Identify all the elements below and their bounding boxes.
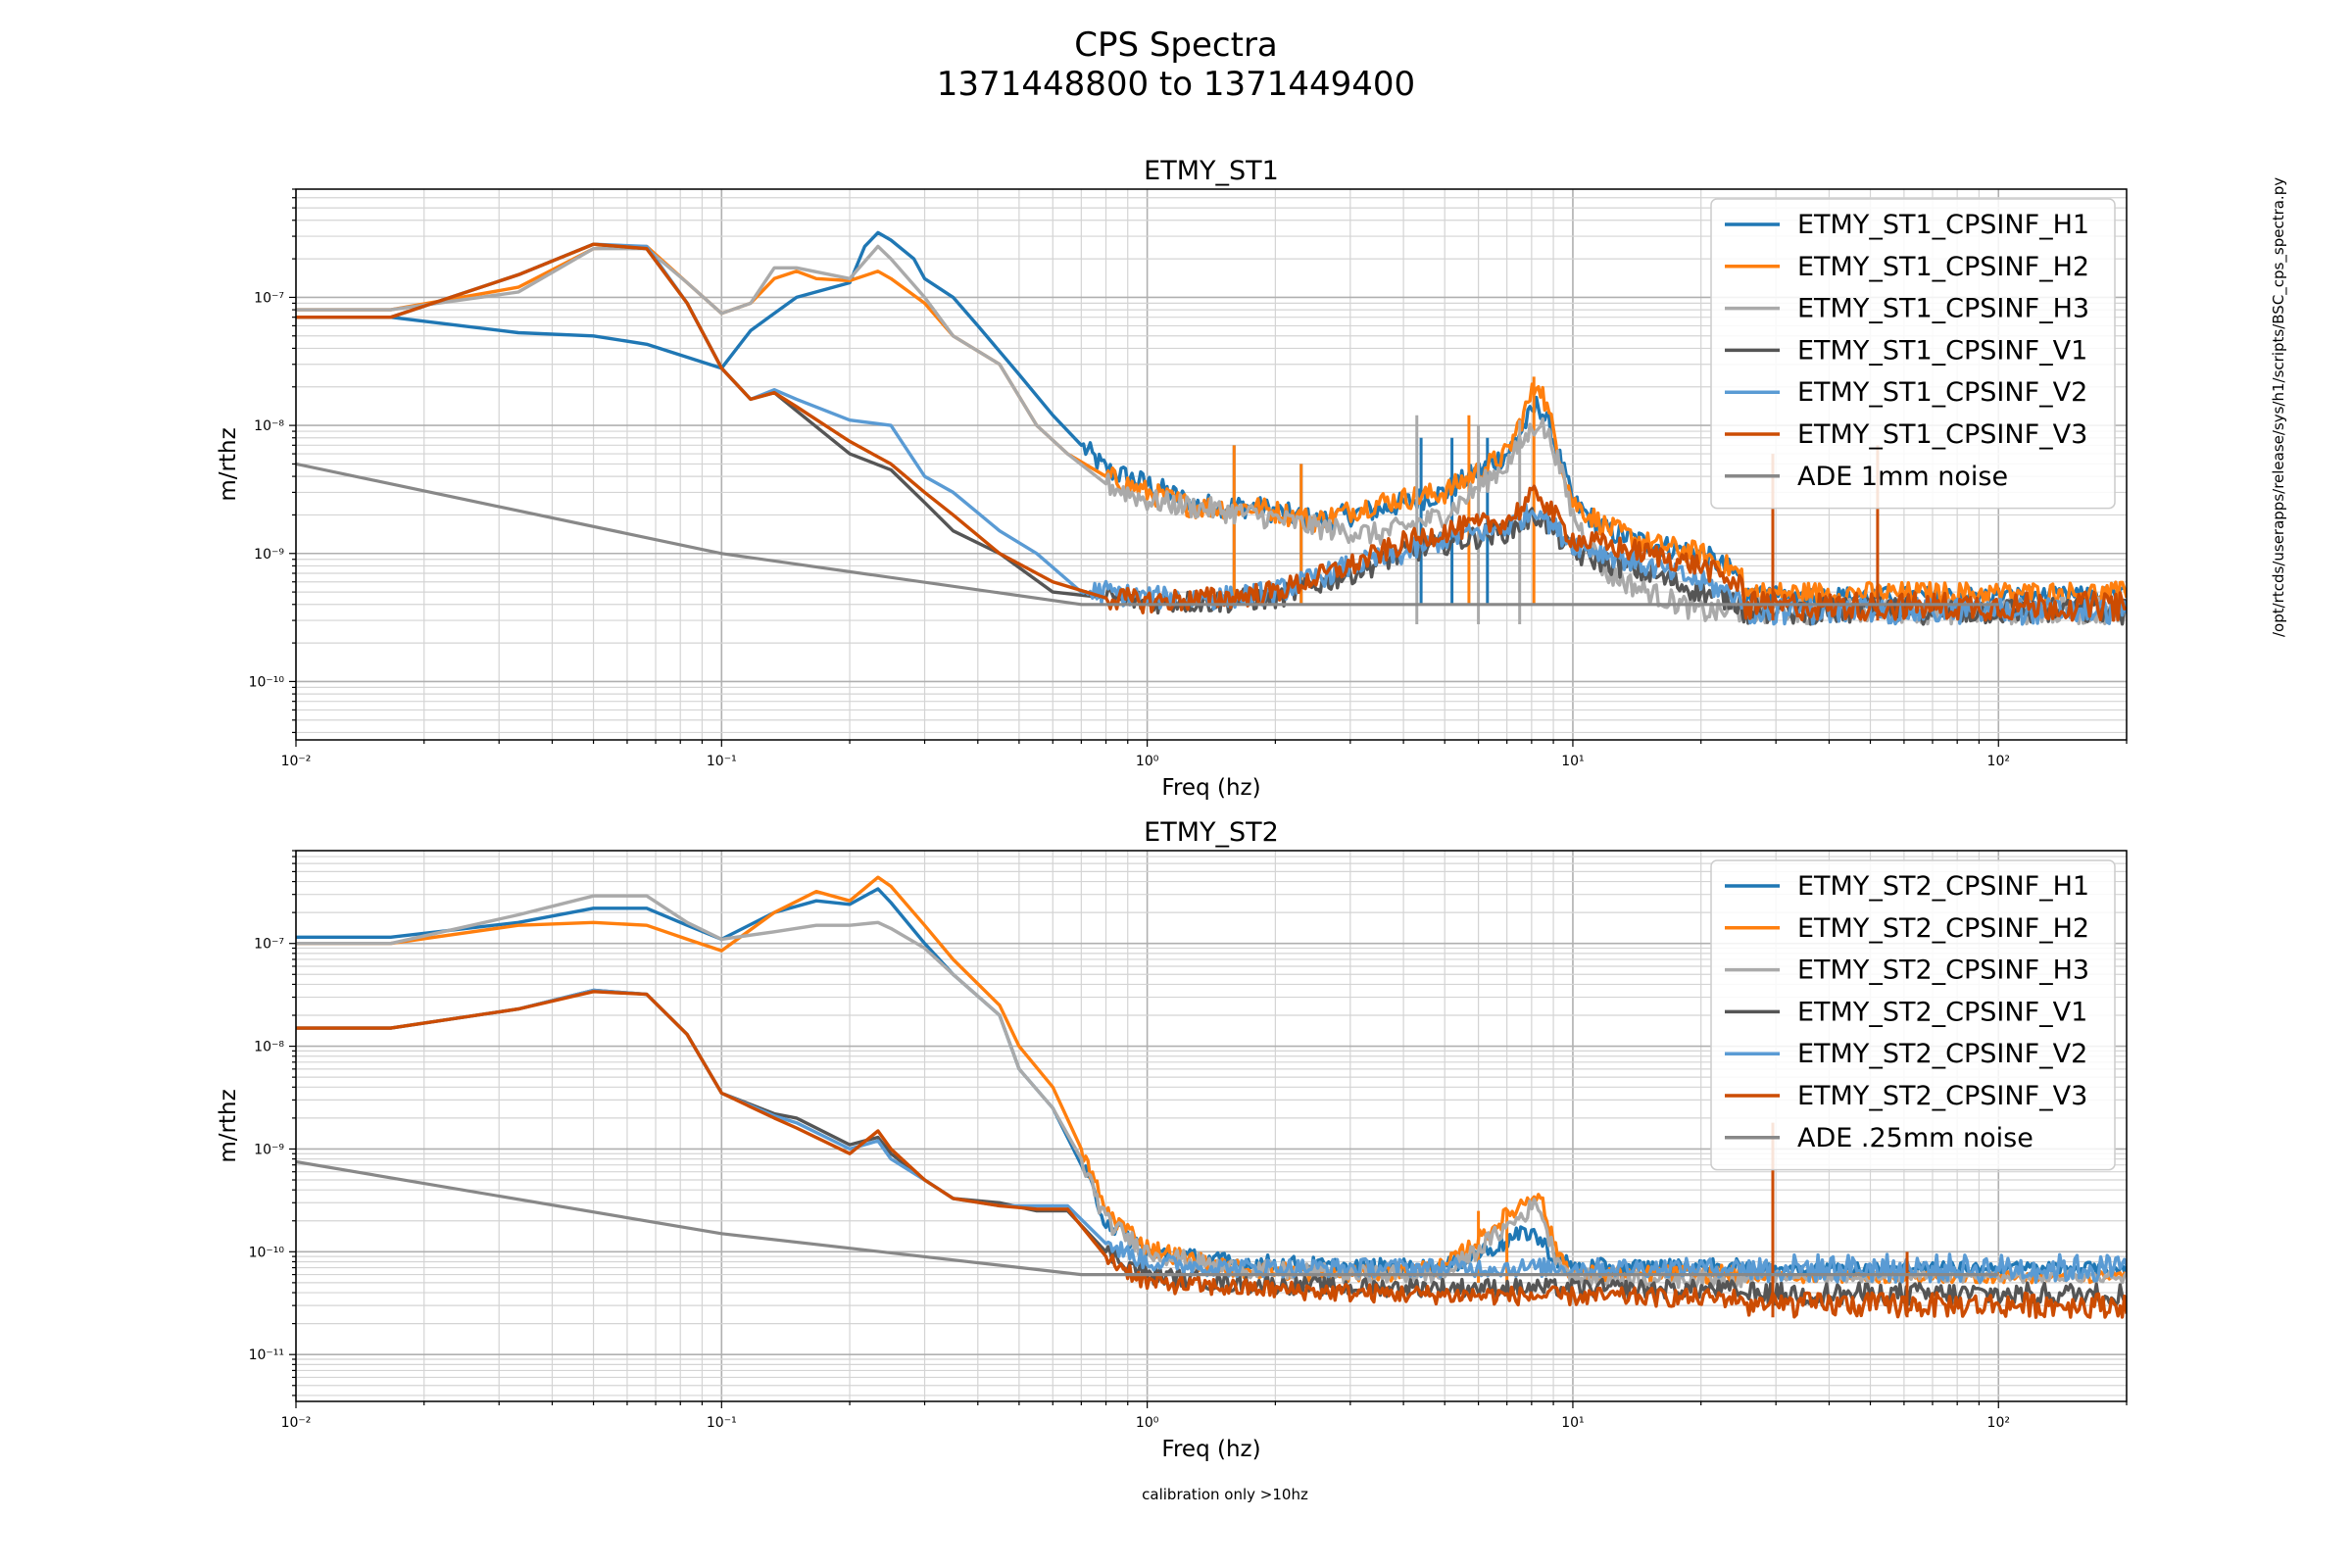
y-tick-label: 10⁻⁹	[254, 1142, 284, 1157]
chart-panel-2: 10⁻² 10⁻¹ 10⁰ 10¹ 10² 10⁻¹¹ 10⁻¹⁰ 10⁻⁹ 10⁻⁸ 10⁻⁷ E…	[216, 817, 2128, 1462]
legend-box	[1710, 859, 2116, 1171]
x-tick-label: 10¹	[1561, 754, 1584, 769]
chart-panel-1: 10⁻² 10⁻¹ 10⁰ 10¹ 10² 10⁻¹⁰ 10⁻⁹ 10⁻⁸ 10⁻⁷ ETMY_S…	[216, 156, 2128, 801]
x-tick-label: 10⁻²	[281, 1415, 312, 1431]
legend-label-v2: ETMY_ST2_CPSINF_V2	[1797, 1039, 2087, 1069]
x-tick-label: 10¹	[1561, 1415, 1584, 1431]
legend-label-noise: ADE .25mm noise	[1797, 1123, 2034, 1153]
x-tick-label: 10⁻¹	[707, 754, 737, 769]
series-line-v3	[296, 990, 2127, 1319]
legend-label-h1: ETMY_ST2_CPSINF_H1	[1797, 871, 2089, 902]
series-line-noise	[296, 1159, 1999, 1277]
legend-label-v1: ETMY_ST1_CPSINF_V1	[1797, 335, 2087, 366]
series-line-noise	[296, 462, 1999, 607]
figure-title-line1: CPS Spectra	[1074, 25, 1278, 65]
legend-label-h2: ETMY_ST2_CPSINF_H2	[1797, 913, 2089, 944]
legend-label-v2: ETMY_ST1_CPSINF_V2	[1797, 377, 2087, 408]
legend-label-v3: ETMY_ST2_CPSINF_V3	[1797, 1081, 2087, 1111]
x-tick-label: 10⁻²	[281, 754, 312, 769]
script-path-note: /opt/rtcds/userapps/release/sys/h1/scrip…	[2270, 118, 2289, 637]
y-axis-label: m/rthz	[216, 427, 241, 501]
x-tick-label: 10²	[1987, 754, 2010, 769]
y-tick-label: 10⁻¹⁰	[249, 1245, 285, 1260]
figure-title-line2: 1371448800 to 1371449400	[936, 65, 1416, 104]
y-tick-label: 10⁻¹⁰	[249, 674, 285, 690]
series-lines	[296, 875, 2127, 1319]
legend: ETMY_ST1_CPSINF_H1 ETMY_ST1_CPSINF_H2 ETMY…	[1710, 198, 2116, 510]
legend-label-h3: ETMY_ST2_CPSINF_H3	[1797, 956, 2089, 986]
y-axis-label: m/rthz	[216, 1089, 241, 1162]
axes-frame	[295, 850, 2128, 1402]
x-tick-label: 10⁰	[1136, 754, 1159, 769]
y-tick-label: 10⁻⁸	[254, 1040, 284, 1055]
legend-label-noise: ADE 1mm noise	[1797, 462, 2008, 492]
legend-box	[1710, 198, 2116, 510]
legend-label-h2: ETMY_ST1_CPSINF_H2	[1797, 252, 2089, 282]
y-tick-label: 10⁻⁹	[254, 547, 284, 563]
series-lines	[296, 230, 2127, 626]
x-tick-label: 10⁻¹	[707, 1415, 737, 1431]
series-line-v2	[296, 988, 2127, 1285]
legend-label-h3: ETMY_ST1_CPSINF_H3	[1797, 294, 2089, 324]
y-tick-label: 10⁻⁸	[254, 418, 284, 434]
script-path-text: /opt/rtcds/userapps/release/sys/h1/scrip…	[2270, 176, 2287, 637]
calibration-footnote: calibration only >10hz	[1142, 1486, 1308, 1503]
y-tick-label: 10⁻⁷	[254, 937, 284, 953]
series-line-h3	[296, 244, 2127, 626]
legend-label-v1: ETMY_ST2_CPSINF_V1	[1797, 997, 2087, 1027]
x-axis-label: Freq (hz)	[1161, 1437, 1260, 1462]
legend-label-v3: ETMY_ST1_CPSINF_V3	[1797, 419, 2087, 450]
x-ticks: 10⁻² 10⁻¹ 10⁰ 10¹ 10²	[281, 1401, 2128, 1431]
y-ticks: 10⁻¹⁰ 10⁻⁹ 10⁻⁸ 10⁻⁷	[249, 188, 296, 734]
x-ticks: 10⁻² 10⁻¹ 10⁰ 10¹ 10²	[281, 740, 2128, 769]
legend-label-h1: ETMY_ST1_CPSINF_H1	[1797, 210, 2089, 240]
y-tick-label: 10⁻⁷	[254, 290, 284, 306]
y-tick-label: 10⁻¹¹	[249, 1348, 284, 1363]
x-tick-label: 10²	[1987, 1415, 2010, 1431]
chart-title: ETMY_ST1	[1144, 156, 1279, 186]
y-ticks: 10⁻¹¹ 10⁻¹⁰ 10⁻⁹ 10⁻⁸ 10⁻⁷	[249, 850, 296, 1396]
legend: ETMY_ST2_CPSINF_H1 ETMY_ST2_CPSINF_H2 ETMY…	[1710, 859, 2116, 1171]
chart-title: ETMY_ST2	[1144, 817, 1279, 848]
x-axis-label: Freq (hz)	[1161, 775, 1260, 801]
x-tick-label: 10⁰	[1136, 1415, 1159, 1431]
